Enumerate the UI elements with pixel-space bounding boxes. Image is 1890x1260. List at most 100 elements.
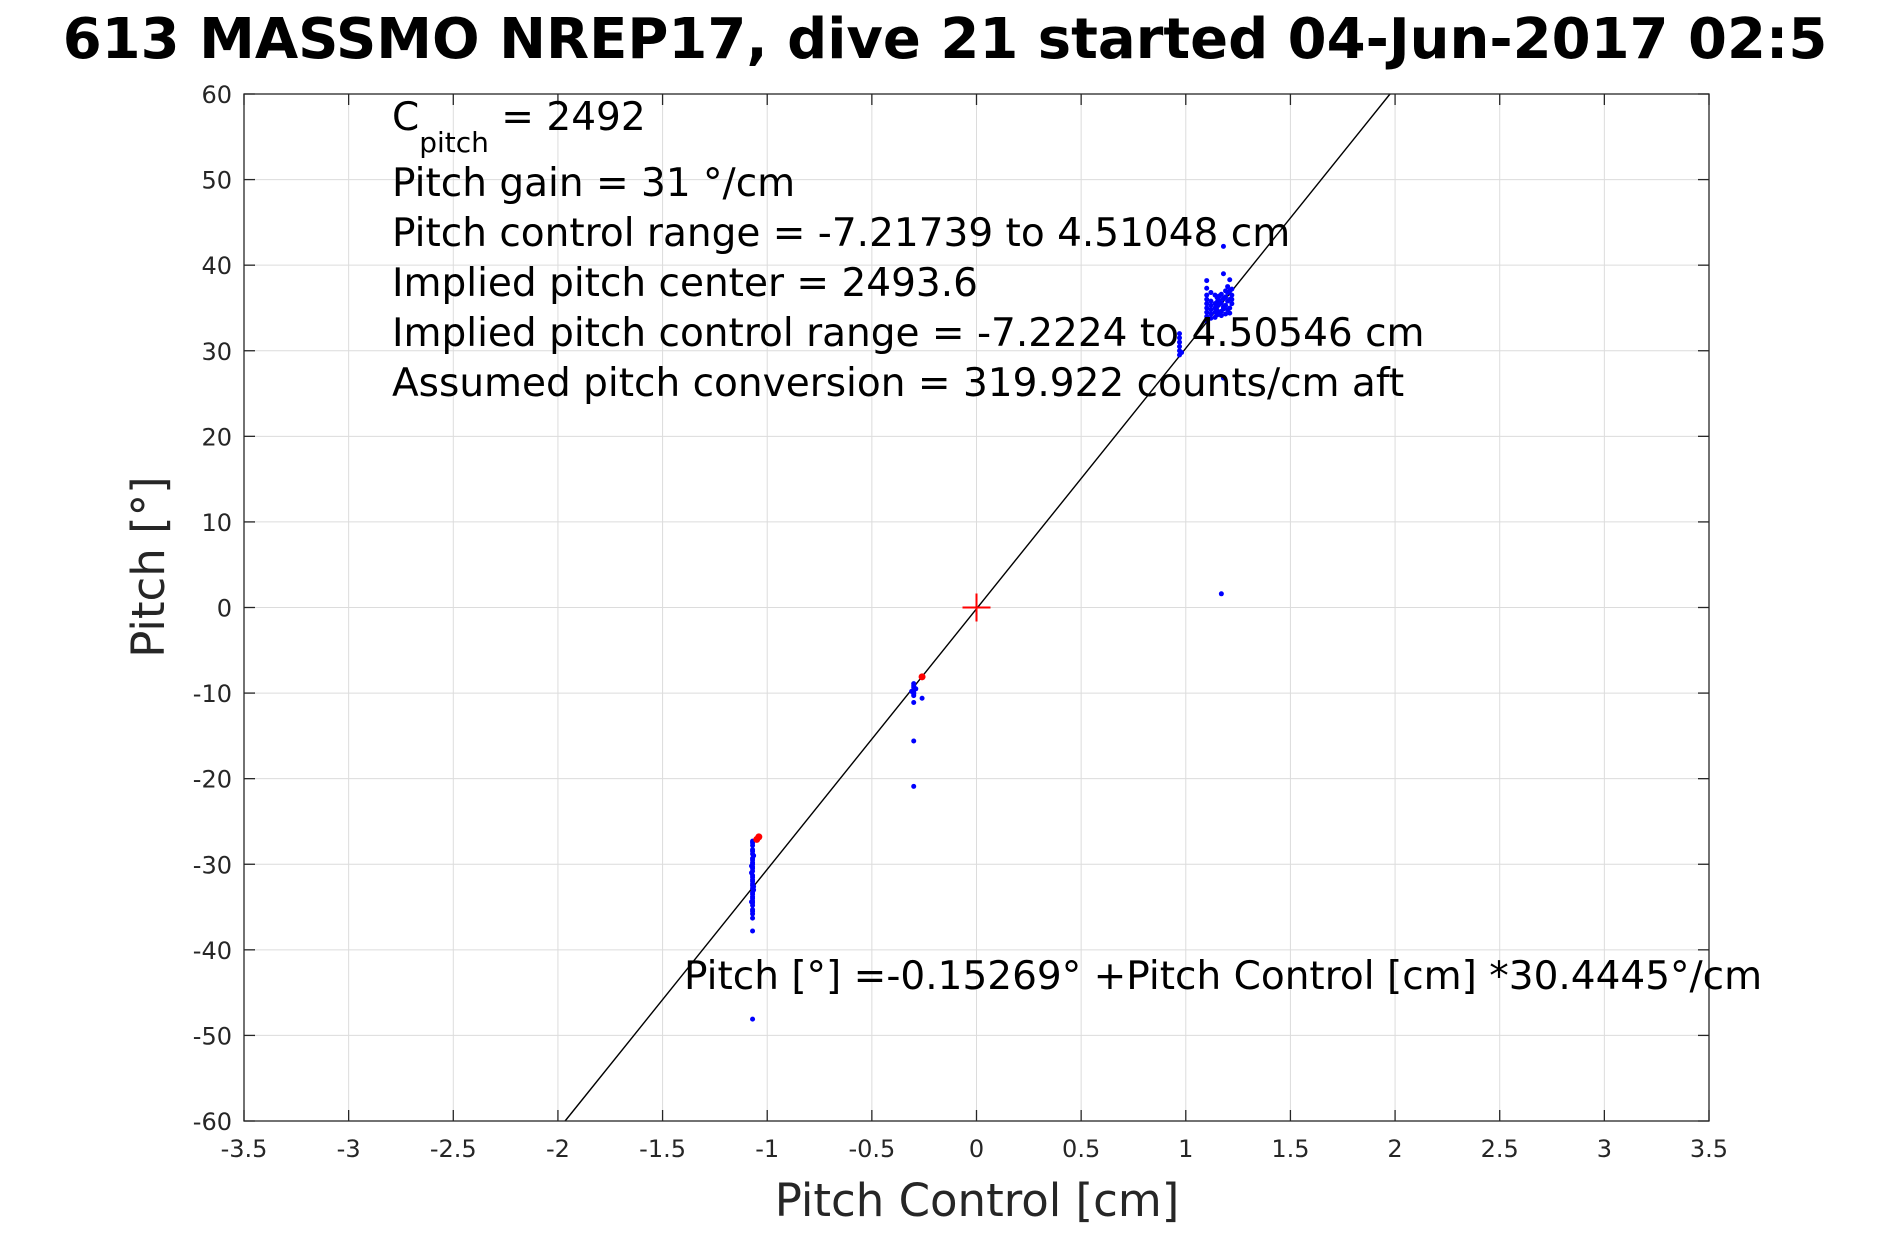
x-tick-label: 2 (1387, 1135, 1402, 1163)
data-point (1223, 302, 1229, 308)
data-point (1204, 305, 1210, 311)
y-tick-label: 30 (201, 338, 232, 366)
data-point (750, 878, 756, 884)
y-tick-label: 50 (201, 167, 232, 195)
data-point (1227, 277, 1233, 283)
data-point (1179, 349, 1185, 355)
data-point (1229, 301, 1235, 307)
data-point (749, 899, 755, 905)
fit-equation-annotation: Pitch [°] =-0.15269° +Pitch Control [cm]… (684, 954, 1762, 999)
data-point (1208, 298, 1214, 304)
data-point (750, 857, 756, 863)
y-tick-label: -40 (193, 937, 232, 965)
x-tick-label: 0 (969, 1135, 984, 1163)
y-tick-label: -60 (193, 1108, 232, 1136)
data-point (1218, 313, 1224, 319)
x-tick-label: -2 (546, 1135, 570, 1163)
data-point (1204, 285, 1210, 291)
x-tick-label: 1.5 (1271, 1135, 1309, 1163)
data-point (1177, 339, 1183, 345)
implied-pitch-control-range-annotation: Implied pitch control range = -7.2224 to… (392, 311, 1425, 356)
data-point (911, 783, 917, 789)
x-tick-label: 3 (1597, 1135, 1612, 1163)
data-point (1208, 302, 1214, 308)
data-point (750, 928, 756, 934)
assumed-pitch-conversion-annotation: Assumed pitch conversion = 319.922 count… (392, 361, 1404, 406)
x-tick-label: -2.5 (430, 1135, 477, 1163)
data-point (749, 863, 755, 869)
data-point (1229, 296, 1235, 302)
data-point (1218, 291, 1224, 297)
data-point (911, 689, 917, 695)
data-point (750, 1016, 756, 1022)
highlight-point (753, 835, 761, 843)
data-point (1220, 271, 1226, 277)
pitch-control-range-annotation: Pitch control range = -7.21739 to 4.5104… (392, 211, 1290, 256)
data-point (1177, 331, 1183, 337)
data-points (749, 243, 1235, 1022)
x-tick-label: -3.5 (221, 1135, 268, 1163)
data-point (1177, 335, 1183, 341)
data-point (1177, 343, 1183, 349)
data-point (919, 695, 925, 701)
x-tick-label: 0.5 (1062, 1135, 1100, 1163)
data-point (751, 853, 757, 859)
data-point (1225, 284, 1231, 290)
data-point (750, 840, 756, 846)
data-point (1204, 309, 1210, 315)
data-point (1204, 314, 1210, 320)
cpitch-annotation: Cpitch = 2492 (392, 95, 646, 159)
y-axis-label: Pitch [°] (122, 476, 175, 657)
y-tick-label: 20 (201, 423, 232, 451)
y-tick-label: -30 (193, 851, 232, 879)
data-point (1229, 286, 1235, 292)
implied-pitch-center-annotation: Implied pitch center = 2493.6 (392, 261, 978, 306)
data-point (1208, 315, 1214, 321)
x-tick-label: 1 (1178, 1135, 1193, 1163)
data-point (749, 870, 755, 876)
data-point (1204, 292, 1210, 298)
y-tick-label: 0 (217, 595, 232, 623)
cpitch-subscript: pitch (419, 126, 489, 159)
data-point (1208, 307, 1214, 313)
x-tick-label: -1 (755, 1135, 779, 1163)
highlight-point (918, 673, 926, 681)
x-tick-labels: -3.5 -3 -2.5 -2 -1.5 -1 -0.5 0 0.5 1 1.5 2 2.5 3 3.5 (221, 1135, 1729, 1163)
x-tick-label: 2.5 (1481, 1135, 1519, 1163)
data-point (1204, 296, 1210, 302)
chart-title: 613 MASSMO NREP17, dive 21 started 04-Ju… (63, 7, 1828, 72)
data-point (1204, 301, 1210, 307)
data-point (1218, 300, 1224, 306)
data-point (1223, 294, 1229, 300)
data-point (750, 848, 756, 854)
y-tick-label: 60 (201, 81, 232, 109)
data-point (1204, 278, 1210, 284)
data-point (751, 884, 757, 890)
data-point (1227, 305, 1233, 311)
data-point (1208, 290, 1214, 296)
data-point (911, 738, 917, 744)
cpitch-base: C (392, 95, 419, 140)
data-point (1218, 591, 1224, 597)
x-axis-label: Pitch Control [cm] (775, 1174, 1180, 1227)
data-point (1223, 311, 1229, 317)
data-point (1220, 375, 1226, 381)
data-point (1208, 311, 1214, 317)
data-point (750, 874, 756, 880)
y-tick-labels: -60 -50 -40 -30 -20 -10 0 10 20 30 40 50 60 (193, 81, 232, 1136)
data-point (751, 887, 757, 893)
data-point (1229, 292, 1235, 298)
data-point (1220, 243, 1226, 249)
y-tick-label: -20 (193, 766, 232, 794)
data-point (1204, 318, 1210, 324)
axis-ticks (243, 93, 1710, 1122)
x-tick-label: 3.5 (1690, 1135, 1728, 1163)
data-point (750, 915, 756, 921)
x-tick-label: -1.5 (639, 1135, 686, 1163)
data-point (750, 908, 756, 914)
x-tick-label: -3 (337, 1135, 361, 1163)
data-point (911, 699, 917, 705)
y-tick-label: -50 (193, 1022, 232, 1050)
y-tick-label: 40 (201, 252, 232, 280)
